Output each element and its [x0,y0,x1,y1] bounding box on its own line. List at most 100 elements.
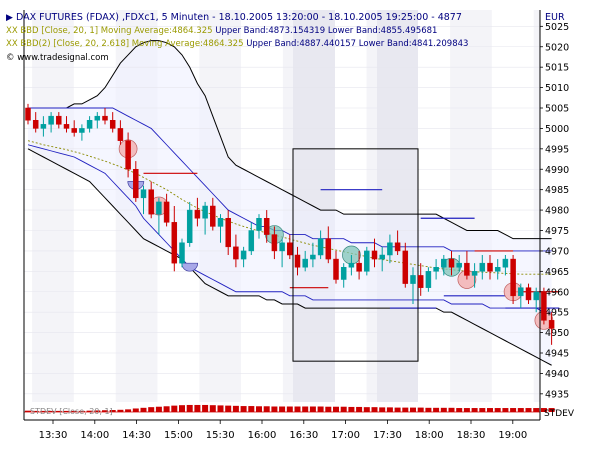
stdev-bar [263,406,270,412]
candle-body [448,258,455,268]
chart-title: DAX FUTURES (FDAX) ,FDXc1, 5 Minuten - 1… [15,12,462,23]
stdev-bar [448,407,455,412]
y-tick-label: 5010 [545,83,569,94]
candle-body [86,120,93,129]
stdev-bar [417,407,424,412]
candle-body [56,115,62,125]
candle-body [456,262,462,268]
stdev-bar [163,406,170,412]
stdev-bar [371,407,378,412]
candle-body [186,209,193,243]
x-tick-label: 19:00 [498,430,527,441]
candle-body [40,124,47,129]
bbd2-legend-bands: Upper Band:4887.440157 Lower Band:4841.2… [246,39,469,49]
x-tick-label: 16:30 [289,430,318,441]
candle-body [402,250,409,284]
x-tick-label: 17:30 [373,430,402,441]
bbd2-legend-ma: XX BBD(2) [Close, 20, 2.618] Moving Aver… [6,39,244,49]
candle-body [233,246,239,260]
stdev-bar [202,404,209,412]
candle-body [279,242,285,252]
stdev-bar [502,408,509,412]
stdev-bar [533,408,540,412]
candle-body [133,169,139,199]
stdev-bar [186,404,193,412]
stdev-bar [525,408,532,412]
candle-body [71,128,77,133]
stdev-bar [548,408,555,412]
inner-lower-band [27,144,552,313]
stdev-bar [256,406,262,412]
candle-body [325,238,332,260]
candle-body [441,258,447,268]
candle-body [317,238,324,256]
x-tick-label: 14:00 [80,430,109,441]
y-tick-label: 5025 [545,22,569,33]
candle-body [140,189,147,199]
stdev-bar [325,406,332,412]
stdev-bar [78,410,85,412]
y-tick-label: 4950 [545,328,569,339]
stdev-bar [248,406,255,412]
y-tick-label: 4985 [545,185,569,196]
candles [25,103,555,345]
annotation-box [292,148,419,362]
stdev-bar [333,406,339,412]
candle-body [302,258,308,268]
candle-body [333,258,339,280]
stdev-bar [394,407,401,412]
candle-body [364,250,370,272]
candle-body [225,218,231,248]
stdev-bar [440,407,447,412]
candle-body [471,271,478,276]
stdev-bar [425,407,432,412]
candle-body [348,262,355,268]
stdev-bar [209,405,216,412]
candle-body [425,271,432,288]
currency-label: EUR [545,12,565,23]
stdev-bar [487,408,493,412]
stdev-bar [148,407,155,412]
stdev-bar [125,409,132,412]
stdev-bar [109,410,116,412]
stdev-bar [94,410,101,412]
stdev-bar [271,406,278,412]
candle-body [502,258,509,268]
y-tick-label: 4960 [545,287,569,298]
stdev-bar [132,408,139,412]
candle-body [494,267,501,272]
stdev-bar [25,410,31,412]
stdev-bar [471,408,478,412]
candle-body [525,287,532,301]
candle-body [294,254,301,268]
candle-body [117,128,124,141]
x-tick-label: 17:00 [331,430,360,441]
stdev-bar [117,409,124,412]
time-stripe [73,10,116,402]
y-tick-label: 5020 [545,42,569,53]
stdev-bar [32,410,39,412]
candle-body [510,258,516,297]
stdev-panel [24,404,555,413]
stdev-bar [217,405,224,412]
y-tick-label: 4995 [545,144,569,155]
time-stripe [450,10,492,402]
grid [24,26,540,395]
y-tick-label: 4965 [545,267,569,278]
candle-body [479,262,486,272]
candle-body [417,275,424,288]
y-tick-label: 5015 [545,63,569,74]
stdev-bar [363,407,370,412]
stdev-bar [294,406,301,412]
x-tick-label: 15:30 [206,430,235,441]
candle-body [518,287,524,297]
candle-body [163,201,170,223]
y-tick-label: 5005 [545,104,569,115]
candle-body [63,124,70,129]
candle-body [202,205,208,219]
x-tick-label: 14:30 [122,430,151,441]
candle-body [356,262,362,272]
stdev-bar [317,406,324,412]
stdev-bar [309,406,316,412]
